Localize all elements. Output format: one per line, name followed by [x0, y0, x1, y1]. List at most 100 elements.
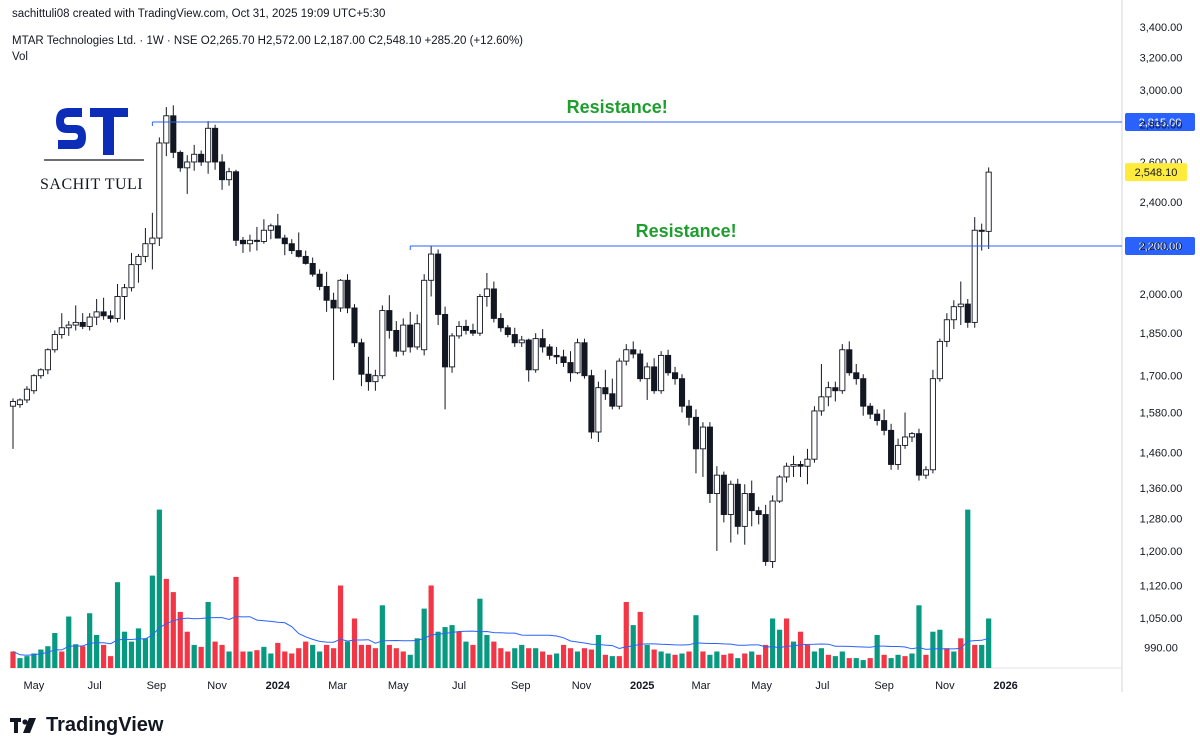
candle-body	[469, 329, 477, 334]
volume-bar	[860, 660, 866, 668]
candle	[184, 155, 191, 194]
time-tick-label: Sep	[511, 680, 531, 692]
candle-body	[344, 279, 351, 309]
candle	[901, 412, 909, 449]
candle	[253, 226, 260, 251]
candle	[205, 121, 212, 174]
candle	[170, 105, 177, 159]
candle-body	[107, 315, 114, 319]
time-tick-label: May	[24, 680, 45, 692]
candle	[386, 295, 393, 339]
candle	[288, 239, 295, 255]
time-tick-label: Mar	[328, 680, 347, 692]
candle	[309, 257, 316, 277]
candle-body	[950, 306, 957, 321]
candle	[839, 344, 846, 394]
volume-bar	[400, 651, 406, 668]
candle-body	[658, 354, 665, 392]
candle	[351, 304, 358, 347]
candle	[462, 319, 470, 335]
candle	[114, 283, 121, 323]
candle	[895, 438, 902, 470]
candle-body	[100, 311, 107, 317]
candle-body	[957, 303, 964, 308]
candle-body	[762, 514, 769, 562]
candle	[525, 338, 532, 382]
volume-bar	[358, 644, 365, 668]
candle-body	[205, 127, 212, 163]
candle	[776, 475, 783, 503]
candle-body	[741, 493, 748, 527]
volume-bar	[986, 618, 992, 668]
volume-bar	[567, 648, 574, 668]
volume-bar	[958, 638, 964, 668]
candle	[421, 274, 428, 356]
price-tick-label: 2,200.00	[1140, 241, 1183, 253]
candle-body	[971, 229, 978, 323]
symbol-ohlc-legend[interactable]: MTAR Technologies Ltd. · 1W · NSE O2,265…	[12, 35, 524, 47]
candle-body	[414, 323, 421, 348]
candle	[163, 107, 170, 157]
candle-body	[888, 429, 895, 465]
candle-body	[400, 324, 407, 352]
candle	[874, 409, 881, 426]
candle	[107, 310, 114, 323]
candle-body	[546, 346, 553, 356]
volume-bar	[254, 650, 260, 668]
candle	[246, 234, 253, 252]
volume-bar	[17, 658, 23, 668]
chart-credit: sachittuli08 created with TradingView.co…	[12, 8, 386, 20]
candle	[818, 363, 825, 416]
candle-body	[302, 255, 309, 264]
volume-bar	[700, 651, 706, 668]
candle-body	[908, 433, 916, 438]
candle	[239, 236, 247, 253]
candle-body	[267, 225, 274, 231]
candle-body	[323, 286, 330, 301]
candle	[177, 150, 184, 172]
candle-body	[435, 253, 442, 315]
volume-legend[interactable]: Vol	[12, 51, 28, 63]
candle-body	[755, 510, 762, 515]
candle-body	[699, 426, 706, 450]
volume-bar	[965, 509, 971, 668]
price-tick-label: 1,050.00	[1140, 613, 1183, 625]
time-tick-label: Nov	[572, 680, 592, 692]
candle-body	[142, 243, 149, 257]
volume-bar	[498, 648, 504, 668]
price-tick-label: 990.00	[1144, 643, 1178, 655]
candle-body	[288, 243, 295, 252]
volume-bar	[944, 648, 950, 668]
candle-body	[421, 279, 428, 351]
volume-bar	[52, 633, 58, 668]
volume-bar	[233, 576, 239, 668]
candle	[630, 341, 637, 359]
watermark-name: SACHIT TULI	[40, 176, 144, 193]
candle	[846, 341, 853, 376]
tradingview-brand[interactable]: TradingView	[10, 714, 163, 737]
candle-body	[665, 354, 672, 374]
candle	[414, 314, 421, 350]
candle	[65, 321, 72, 336]
candle-body	[212, 127, 219, 163]
candle	[121, 283, 128, 320]
time-tick-label: May	[751, 680, 772, 692]
candle	[950, 300, 957, 330]
candle	[811, 406, 818, 463]
volume-bar	[742, 653, 748, 668]
volume-bar	[414, 638, 420, 668]
candle-body	[135, 255, 142, 266]
candle	[379, 305, 386, 379]
volume-bar	[930, 631, 936, 668]
volume-bar	[790, 641, 797, 668]
price-tick-label: 2,000.00	[1140, 289, 1183, 301]
candle	[44, 348, 51, 375]
volume-bar	[658, 651, 664, 668]
candle-body	[163, 115, 170, 144]
volume-bar	[261, 646, 267, 668]
price-axis: 3,400.003,200.003,000.002,800.002,600.00…	[1125, 22, 1187, 655]
candle-body	[901, 436, 909, 446]
candle-body	[846, 349, 853, 374]
candle-body	[170, 115, 177, 153]
